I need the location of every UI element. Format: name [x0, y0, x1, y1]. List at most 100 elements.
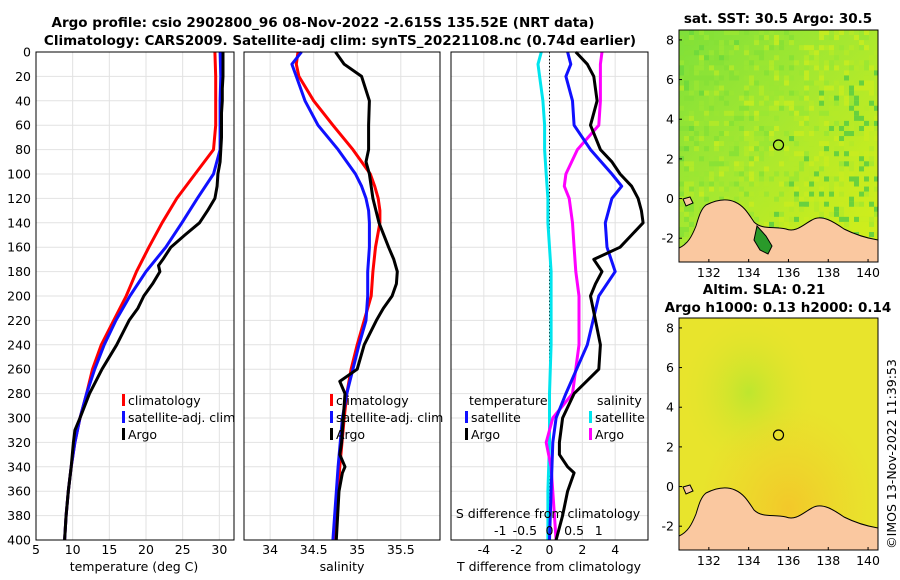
sst-pixel — [759, 176, 764, 182]
depth-tick-label: 20 — [15, 69, 31, 84]
sst-pixel — [799, 115, 804, 121]
sst-pixel — [809, 136, 814, 142]
sst-pixel — [864, 80, 869, 86]
depth-tick-label: 140 — [7, 215, 31, 230]
sst-pixel — [864, 65, 869, 71]
depth-tick-label: 200 — [7, 289, 31, 304]
sst-pixel — [694, 120, 699, 126]
sst-pixel — [839, 176, 844, 182]
sst-pixel — [819, 70, 824, 76]
sst-pixel — [759, 55, 764, 61]
sst-pixel — [774, 75, 779, 81]
series-line-s-argo — [554, 50, 645, 541]
sst-pixel — [764, 146, 769, 152]
depth-tick-label: 160 — [7, 240, 31, 255]
x-tick-label: 15 — [101, 542, 117, 557]
sla-map-panel: Altim. SLA: 0.21 Argo h1000: 0.13 h2000:… — [662, 282, 892, 568]
sst-pixel — [689, 191, 694, 197]
sst-pixel — [729, 110, 734, 116]
sst-pixel — [689, 211, 694, 217]
sst-pixel — [724, 166, 729, 172]
sst-pixel — [764, 125, 769, 131]
sst-pixel — [829, 131, 834, 137]
sst-pixel — [684, 216, 689, 222]
sst-pixel — [824, 30, 829, 36]
sst-pixel — [689, 181, 694, 187]
sst-pixel — [774, 105, 779, 111]
sst-pixel — [724, 196, 729, 202]
sst-pixel — [839, 85, 844, 91]
x-tick-label: -2 — [510, 542, 522, 557]
sst-pixel — [864, 161, 869, 167]
sst-pixel — [824, 136, 829, 142]
sst-pixel — [679, 105, 684, 111]
sst-pixel — [854, 201, 859, 207]
sst-pixel — [819, 196, 824, 202]
temperature-panel: 0 20 40 60 80 100 120 140 160 180 200 220 240 260 280 3… — [7, 45, 235, 575]
sst-pixel — [844, 131, 849, 137]
sst-pixel — [679, 232, 684, 238]
sst-pixel — [729, 146, 734, 152]
sst-pixel — [719, 186, 724, 192]
sst-pixel — [864, 151, 869, 157]
sst-pixel — [819, 141, 824, 147]
sst-pixel — [764, 110, 769, 116]
sst-pixel — [714, 60, 719, 66]
sst-pixel — [684, 40, 689, 46]
sst-pixel — [819, 100, 824, 106]
sst-pixel — [729, 151, 734, 157]
sst-pixel — [709, 95, 714, 101]
sst-pixel — [689, 161, 694, 167]
map-y-tick-label: 8 — [666, 320, 674, 335]
sst-pixel — [719, 146, 724, 152]
sst-pixel — [769, 65, 774, 71]
sst-pixel — [849, 171, 854, 177]
sst-pixel — [809, 80, 814, 86]
sst-pixel — [779, 181, 784, 187]
sst-pixel — [679, 196, 684, 202]
sst-pixel — [804, 85, 809, 91]
sst-pixel — [774, 196, 779, 202]
sst-pixel — [869, 156, 874, 162]
sst-pixel — [749, 55, 754, 61]
sst-pixel — [789, 176, 794, 182]
sst-pixel — [769, 211, 774, 217]
sst-pixel — [754, 216, 759, 222]
map-y-tick-label: 0 — [666, 191, 674, 206]
sst-pixel — [729, 120, 734, 126]
sst-pixel — [689, 65, 694, 71]
sst-pixel — [754, 110, 759, 116]
depth-tick-labels: 0 20 40 60 80 100 120 140 160 180 200 220 240 260 280 3… — [7, 45, 31, 548]
sst-pixel — [714, 70, 719, 76]
legend-swatch-t-argo — [465, 428, 468, 440]
sst-pixel — [854, 100, 859, 106]
sst-pixel — [754, 181, 759, 187]
sst-pixel — [844, 75, 849, 81]
sst-pixel — [769, 85, 774, 91]
sst-pixel — [789, 110, 794, 116]
sst-pixel — [724, 55, 729, 61]
sst-pixel — [739, 95, 744, 101]
sst-pixel — [679, 125, 684, 131]
sst-pixel — [739, 105, 744, 111]
sst-pixel — [824, 85, 829, 91]
sst-pixel — [814, 80, 819, 86]
sst-pixel — [864, 105, 869, 111]
sst-pixel — [794, 131, 799, 137]
sst-pixel — [824, 161, 829, 167]
sst-pixel — [874, 216, 878, 222]
sst-pixel — [699, 45, 704, 51]
sst-pixel — [704, 125, 709, 131]
sst-pixel — [754, 206, 759, 212]
sst-pixel — [679, 35, 684, 41]
sst-pixel — [709, 100, 714, 106]
sst-pixel — [849, 90, 854, 96]
sst-pixel — [834, 95, 839, 101]
sst-pixel — [759, 171, 764, 177]
sst-pixel — [719, 85, 724, 91]
sla-land-new-guinea — [679, 487, 878, 550]
sst-pixel — [839, 191, 844, 197]
sst-pixel — [844, 50, 849, 56]
sst-pixel — [699, 120, 704, 126]
map-x-tick-label: 132 — [697, 265, 721, 280]
